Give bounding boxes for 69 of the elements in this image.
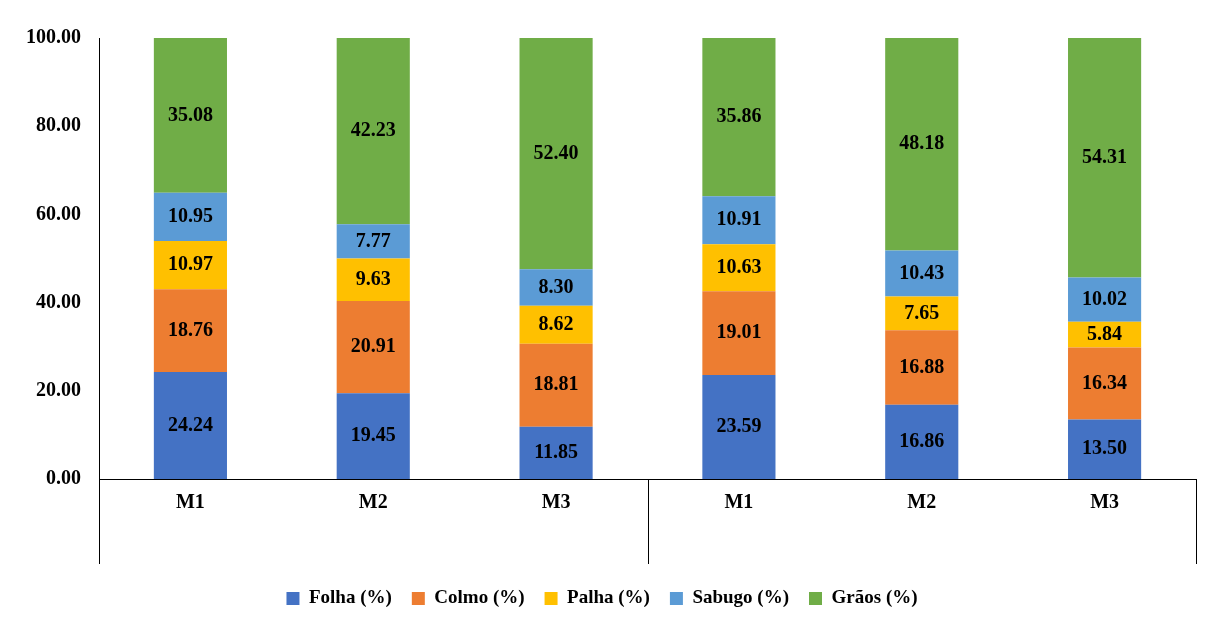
bar [702, 38, 776, 197]
data-label: 8.62 [538, 311, 574, 334]
bar [336, 38, 410, 225]
data-label: 10.63 [716, 254, 762, 277]
bar [1068, 277, 1142, 322]
y-tick-label: 100.00 [26, 25, 81, 48]
data-label: 24.24 [167, 412, 213, 435]
x-tick-label: M3 [541, 490, 571, 513]
data-label: 19.45 [350, 423, 396, 446]
bar [702, 374, 776, 479]
data-label: 10.95 [167, 204, 213, 227]
data-label: 9.63 [355, 266, 391, 289]
bar [885, 404, 959, 479]
bar [885, 330, 959, 405]
data-label: 10.02 [1082, 286, 1128, 309]
x-tick-label: M2 [907, 490, 937, 513]
data-label: 19.01 [716, 320, 762, 343]
data-label: 52.40 [533, 140, 579, 163]
bar [885, 296, 959, 331]
bar [1068, 347, 1142, 420]
legend-label: Palha (%) [567, 586, 650, 609]
bar [153, 38, 227, 193]
y-tick-label: 60.00 [36, 201, 81, 224]
y-tick-label: 40.00 [36, 289, 81, 312]
bar [1068, 38, 1142, 278]
bar [885, 38, 959, 251]
y-tick-label: 80.00 [36, 113, 81, 136]
data-label: 23.59 [716, 414, 762, 437]
data-label: 10.97 [167, 252, 213, 275]
legend-label: Sabugo (%) [692, 586, 790, 609]
bar [519, 343, 593, 427]
data-label: 16.86 [899, 429, 945, 451]
x-tick-label: M1 [724, 490, 754, 513]
data-label: 35.86 [716, 104, 762, 127]
data-label: 18.81 [533, 372, 579, 395]
y-tick-label: 0.00 [46, 466, 81, 489]
data-label: 8.30 [538, 274, 574, 297]
bar [1068, 419, 1142, 479]
data-label: 35.08 [167, 102, 213, 125]
data-label: 16.34 [1082, 370, 1128, 393]
bar [336, 393, 410, 479]
data-label: 7.77 [355, 228, 391, 251]
bar [336, 301, 410, 394]
data-label: 16.88 [899, 354, 945, 377]
bar [153, 372, 227, 479]
x-tick-label: M3 [1090, 490, 1120, 513]
data-label: 10.43 [899, 260, 945, 283]
bar [336, 224, 410, 259]
x-tick-label: M1 [175, 490, 205, 513]
data-label: 7.65 [904, 300, 940, 323]
bar [519, 426, 593, 479]
legend-label: Folha (%) [308, 586, 392, 609]
x-tick-label: M2 [358, 490, 388, 513]
bar [519, 38, 593, 270]
bar [153, 289, 227, 373]
data-label: 54.31 [1082, 144, 1128, 167]
legend-label: Grãos (%) [831, 586, 918, 609]
y-tick-label: 20.00 [36, 377, 81, 400]
data-label: 42.23 [350, 118, 396, 141]
data-label: 11.85 [534, 440, 579, 463]
bar [885, 250, 959, 297]
data-label: 10.91 [716, 207, 762, 230]
data-label: 5.84 [1087, 321, 1123, 344]
legend-label: Colmo (%) [434, 586, 525, 609]
data-label: 48.18 [899, 131, 945, 154]
data-label: 20.91 [350, 334, 396, 357]
data-label: 13.50 [1082, 436, 1128, 459]
bar [702, 291, 776, 375]
data-label: 18.76 [167, 317, 213, 340]
